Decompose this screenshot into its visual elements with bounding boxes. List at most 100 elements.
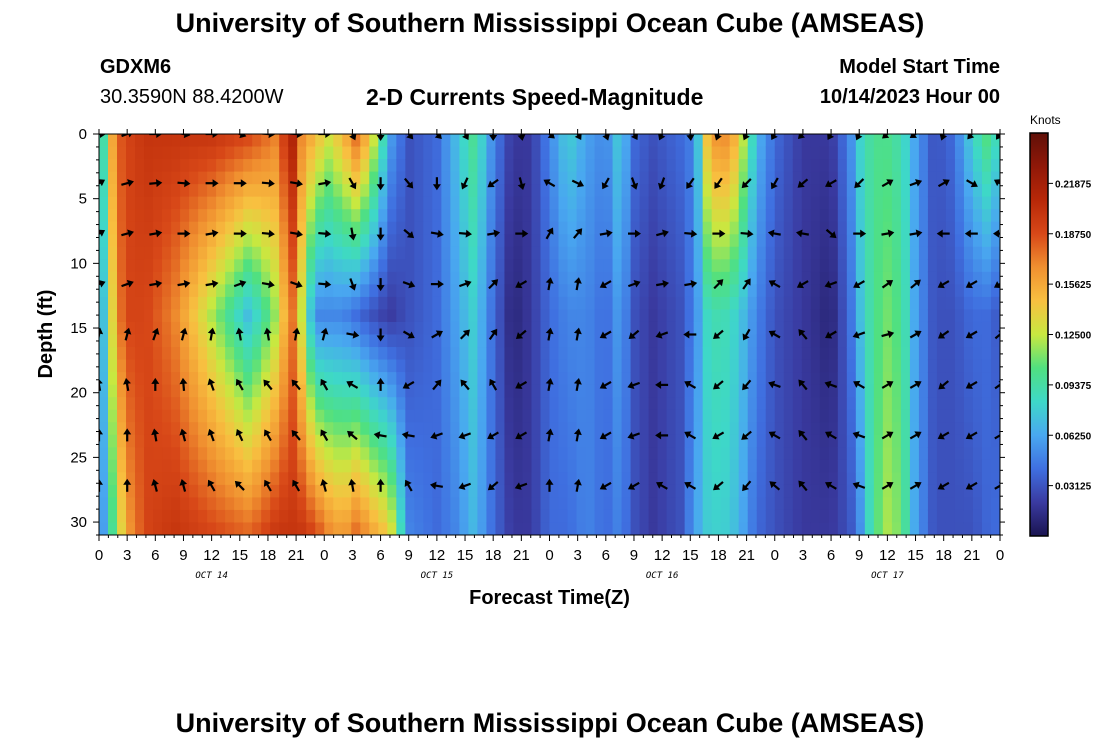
heat-cell <box>963 284 974 298</box>
heat-cell <box>513 372 524 386</box>
heat-cell <box>216 134 226 148</box>
heat-cell <box>306 484 316 499</box>
current-arrow <box>573 327 582 341</box>
heat-cell <box>576 397 587 411</box>
heat-cell <box>864 209 875 223</box>
current-arrow <box>853 380 865 389</box>
heat-cell <box>117 484 127 499</box>
heat-cell <box>963 259 974 273</box>
heat-cell <box>468 184 479 198</box>
heat-cell <box>135 434 145 448</box>
heat-cell <box>693 472 704 486</box>
current-arrow <box>430 481 443 490</box>
heat-cell <box>747 397 758 411</box>
current-arrow <box>205 179 219 188</box>
heat-cell <box>378 171 388 185</box>
heat-cell <box>810 484 821 499</box>
heat-cell <box>558 522 569 535</box>
heat-cell <box>315 321 325 336</box>
heat-cell <box>621 284 632 298</box>
heat-cell <box>873 447 884 461</box>
heat-cell <box>837 284 848 298</box>
heat-cell <box>450 409 460 423</box>
current-arrow <box>235 378 244 391</box>
heat-cell <box>405 184 415 198</box>
heat-cell <box>153 359 163 373</box>
heat-cell <box>531 484 542 499</box>
heat-cell <box>567 284 578 298</box>
heat-cell <box>234 447 244 461</box>
heat-cell <box>765 472 776 486</box>
current-arrow <box>852 431 866 439</box>
heat-cell <box>225 221 235 235</box>
heat-cell <box>846 459 857 473</box>
heat-cell <box>405 522 415 535</box>
heat-cell <box>450 397 460 411</box>
heat-cell <box>162 246 172 260</box>
heat-cell <box>585 209 596 223</box>
heat-cell <box>954 522 965 535</box>
heat-cell <box>189 372 199 386</box>
heat-cell <box>405 359 415 373</box>
heat-cell <box>702 184 713 198</box>
heat-cell <box>720 484 731 499</box>
heat-cell <box>729 134 740 148</box>
heat-cell <box>729 372 740 386</box>
heat-cell <box>531 221 542 235</box>
current-arrow <box>656 279 669 288</box>
heat-cell <box>396 484 406 499</box>
heat-cell <box>216 372 226 386</box>
heat-cell <box>207 234 217 248</box>
heat-cell <box>243 359 253 373</box>
heat-cell <box>963 171 974 185</box>
heat-cell <box>189 184 199 198</box>
heat-cell <box>216 397 226 411</box>
heat-cell <box>630 234 641 248</box>
heat-cell <box>720 234 731 248</box>
heat-cell <box>882 347 893 361</box>
heat-cell <box>171 459 181 473</box>
heat-cell <box>387 309 397 323</box>
heat-cell <box>630 522 641 535</box>
heat-cell <box>990 372 1000 386</box>
heat-cell <box>225 246 235 260</box>
heat-cell <box>396 134 406 148</box>
current-arrow <box>488 328 498 341</box>
current-arrow <box>798 329 808 340</box>
heat-cell <box>252 472 262 486</box>
heat-cell <box>945 221 956 235</box>
heat-cell <box>738 497 749 511</box>
heat-cell <box>846 334 857 348</box>
heat-cell <box>873 359 884 373</box>
heat-cell <box>684 347 695 361</box>
heat-cell <box>414 509 424 524</box>
current-arrow <box>599 330 612 339</box>
heat-cell <box>153 447 163 461</box>
heat-cell <box>792 171 803 185</box>
heat-cell <box>810 522 821 535</box>
x-tick-label: 6 <box>827 547 835 564</box>
heat-cell <box>225 284 235 298</box>
heat-cell <box>207 509 217 524</box>
heat-cell <box>936 347 947 361</box>
heat-cell <box>621 134 632 148</box>
heat-cell <box>486 321 497 336</box>
heat-cell <box>918 459 929 473</box>
current-arrow <box>630 177 639 190</box>
heat-cell <box>927 309 938 323</box>
heat-cell <box>99 234 109 248</box>
heat-cell <box>954 409 965 423</box>
heat-cell <box>657 196 668 210</box>
heat-cell <box>333 434 343 448</box>
heat-cell <box>450 484 460 499</box>
heat-cell <box>243 447 253 461</box>
heat-cell <box>171 271 181 285</box>
heat-cell <box>441 146 451 160</box>
heat-cell <box>594 334 605 348</box>
heat-cell <box>945 246 956 260</box>
heat-cell <box>180 347 190 361</box>
heat-cell <box>315 472 325 486</box>
heat-cell <box>873 472 884 486</box>
heat-cell <box>126 296 136 311</box>
heat-cell <box>927 459 938 473</box>
